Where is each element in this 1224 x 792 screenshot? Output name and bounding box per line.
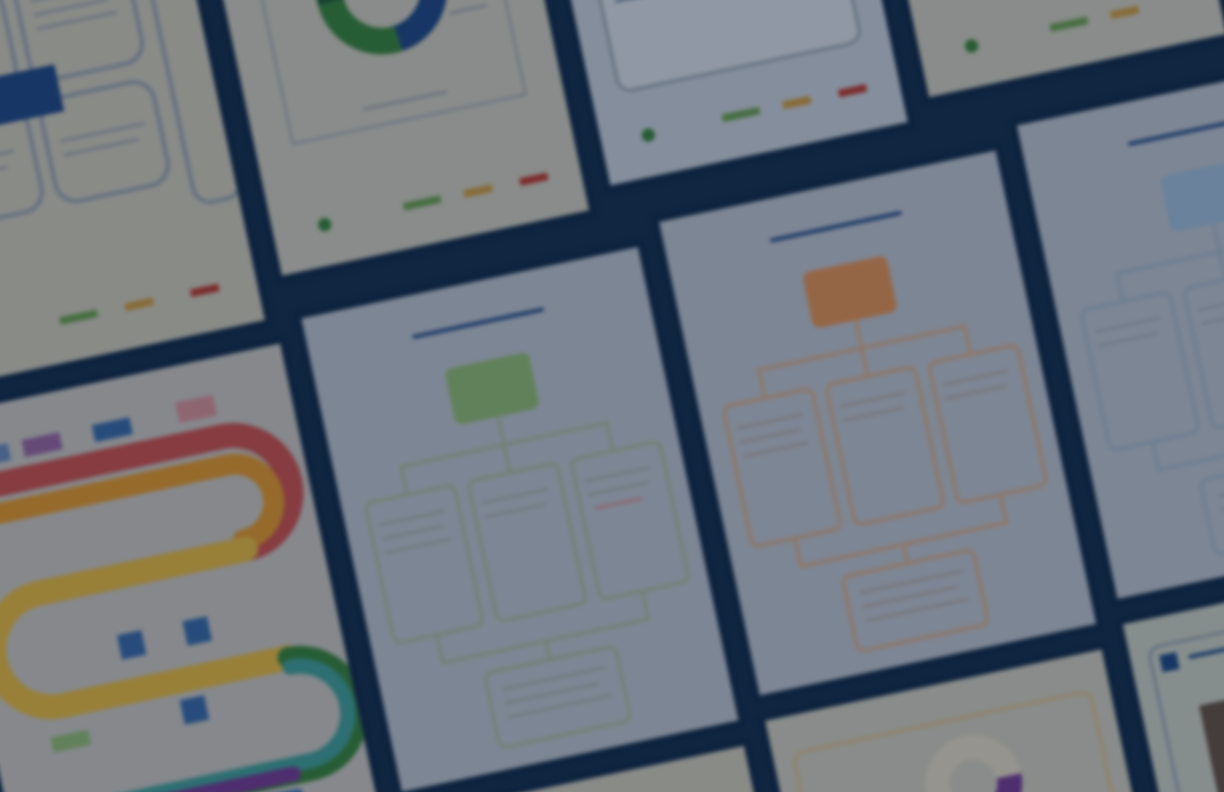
quad-center-box [0,64,65,130]
half-donut [925,734,1023,792]
card-blue-flowchart [1007,44,1224,609]
half-donut-graphic [793,691,1137,792]
donut-chart-graphic [242,0,549,232]
photo-panel-graphic [1148,585,1224,792]
card-half-donut [755,639,1175,792]
photo-left [1199,681,1224,792]
logos-strip-graphic [964,5,1140,53]
card-logos-strip [829,0,1224,107]
quad-diagram-graphic [0,0,242,325]
card-racetrack-timeline [0,333,391,792]
card-donut-chart [182,0,599,286]
card-green-flowchart [291,237,748,792]
text-columns-graphic [561,0,868,142]
card-photo-panel [1113,543,1224,792]
blue-flowchart-graphic [1080,114,1224,556]
card-orange-flowchart [649,140,1106,705]
card-text-columns [510,0,918,195]
donut [315,0,448,55]
card-quad-diagram [0,0,275,402]
racetrack-graphic [0,394,369,792]
green-flowchart-graphic [364,307,690,749]
orange-flowchart-graphic [722,210,1048,653]
